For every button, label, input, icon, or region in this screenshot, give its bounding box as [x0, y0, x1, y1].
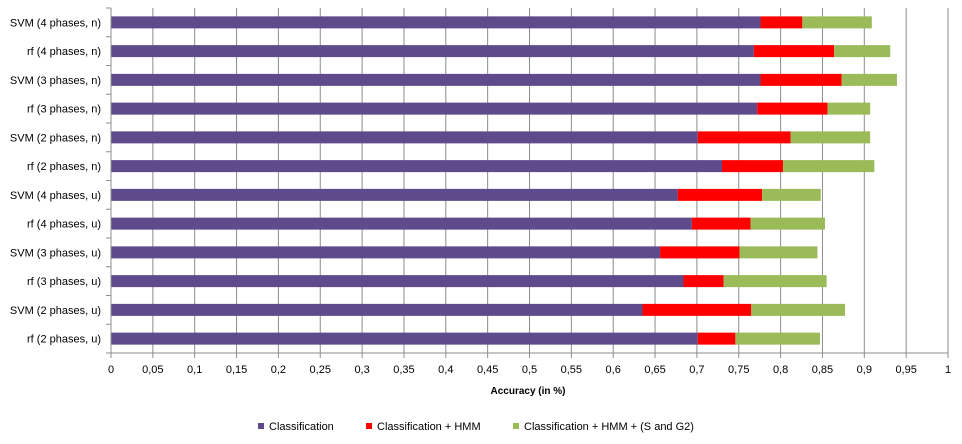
x-tick-labels: 0 0,05 0,1 0,15 0,2 0,25 0,3 0,35 0,4 0,45 0,5 0,55…: [108, 364, 951, 376]
bar-0-8: [111, 246, 661, 259]
x-tick-label-16: 0,8: [773, 364, 788, 376]
category-label-9: rf (3 phases, u): [27, 276, 101, 288]
bar-1-3: [757, 102, 828, 115]
bar-0-6: [111, 188, 678, 201]
bar-0-2: [111, 73, 761, 86]
legend-swatch-1: [366, 423, 372, 429]
bar-1-2: [760, 73, 842, 86]
bar-0-7: [111, 217, 692, 230]
x-tick-label-18: 0,9: [857, 364, 872, 376]
x-tick-label-12: 0,6: [606, 364, 621, 376]
x-tick-label-5: 0,25: [310, 364, 331, 376]
x-tick-label-7: 0,35: [393, 364, 414, 376]
x-tick-label-4: 0,2: [271, 364, 286, 376]
bar-2-2: [841, 73, 897, 86]
category-labels: SVM (4 phases, n) rf (4 phases, n) SVM (3 …: [10, 17, 101, 345]
axes: [106, 7, 949, 358]
legend-label-0: Classification: [269, 421, 334, 433]
category-label-11: rf (2 phases, u): [27, 334, 101, 346]
bar-1-1: [753, 45, 835, 58]
bar-2-0: [802, 16, 872, 29]
legend-swatch-2: [513, 423, 519, 429]
bar-1-8: [660, 246, 740, 259]
x-tick-label-10: 0,5: [522, 364, 537, 376]
bar-0-0: [111, 16, 761, 29]
x-tick-label-11: 0,55: [561, 364, 582, 376]
category-label-6: SVM (4 phases, u): [10, 190, 101, 202]
category-label-3: rf (3 phases, n): [27, 104, 101, 116]
bar-0-11: [111, 332, 698, 345]
category-label-2: SVM (3 phases, n): [10, 75, 101, 87]
bars: [111, 16, 897, 345]
x-tick-label-1: 0,05: [142, 364, 163, 376]
gridlines: [152, 8, 949, 353]
x-tick-label-9: 0,45: [477, 364, 498, 376]
bar-2-9: [723, 275, 827, 288]
x-tick-label-17: 0,85: [812, 364, 833, 376]
bar-2-5: [783, 160, 875, 173]
x-tick-label-19: 0,95: [895, 364, 916, 376]
x-tick-label-8: 0,4: [438, 364, 453, 376]
category-label-0: SVM (4 phases, n): [10, 17, 101, 29]
category-label-5: rf (2 phases, n): [27, 161, 101, 173]
x-tick-label-14: 0,7: [689, 364, 704, 376]
x-tick-label-0: 0: [108, 364, 114, 376]
bar-0-9: [111, 275, 684, 288]
x-tick-label-3: 0,15: [226, 364, 247, 376]
bar-0-3: [111, 102, 758, 115]
bar-1-6: [677, 188, 763, 201]
bar-1-0: [760, 16, 803, 29]
bar-0-5: [111, 160, 723, 173]
bar-1-5: [722, 160, 784, 173]
bar-1-4: [697, 131, 791, 144]
legend-swatch-0: [258, 423, 264, 429]
bar-1-9: [683, 275, 724, 288]
x-tick-label-13: 0,65: [644, 364, 665, 376]
category-label-7: rf (4 phases, u): [27, 219, 101, 231]
bar-2-3: [827, 102, 871, 115]
bar-0-1: [111, 45, 754, 58]
bar-1-10: [642, 303, 752, 316]
bar-2-1: [834, 45, 891, 58]
bar-2-8: [739, 246, 818, 259]
category-label-4: SVM (2 phases, n): [10, 132, 101, 144]
bar-0-4: [111, 131, 698, 144]
bar-2-6: [762, 188, 821, 201]
bar-2-7: [750, 217, 825, 230]
x-tick-label-20: 1: [945, 364, 951, 376]
bar-2-10: [751, 303, 846, 316]
x-tick-label-15: 0,75: [728, 364, 749, 376]
bar-2-4: [790, 131, 871, 144]
category-label-1: rf (4 phases, n): [27, 46, 101, 58]
category-label-8: SVM (3 phases, u): [10, 247, 101, 259]
bar-1-11: [697, 332, 736, 345]
bar-1-7: [691, 217, 751, 230]
category-label-10: SVM (2 phases, u): [10, 305, 101, 317]
bar-2-11: [735, 332, 820, 345]
legend: Classification Classification + HMM Classi…: [258, 421, 694, 433]
bar-0-10: [111, 303, 643, 316]
x-axis-title: Accuracy (in %): [490, 386, 565, 397]
x-tick-label-2: 0,1: [187, 364, 202, 376]
x-tick-label-6: 0,3: [354, 364, 369, 376]
legend-label-2: Classification + HMM + (S and G2): [524, 421, 694, 433]
legend-label-1: Classification + HMM: [377, 421, 481, 433]
